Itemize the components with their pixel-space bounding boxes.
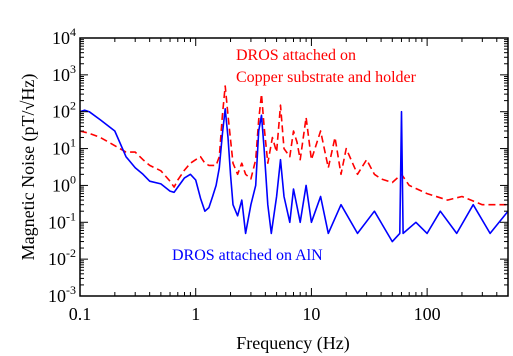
x-tick-label: 100 <box>414 304 441 324</box>
ticks-layer <box>79 38 509 297</box>
x-tick-label: 10 <box>302 304 320 324</box>
x-axis-title: Frequency (Hz) <box>236 333 349 354</box>
annotation-copper-line-1: DROS attached on <box>236 47 356 64</box>
plot-frame <box>79 37 509 297</box>
annotation-copper-line-2: Copper substrate and holder <box>236 69 417 86</box>
series-line-0 <box>80 85 508 206</box>
annotation-aln: DROS attached on AlN <box>172 247 323 264</box>
y-tick-label: 10-1 <box>48 209 76 232</box>
y-tick-label: 102 <box>52 99 76 122</box>
y-tick-label: 101 <box>52 136 76 159</box>
y-tick-label: 103 <box>52 62 76 85</box>
series-line-1 <box>80 108 508 243</box>
y-tick-label: 10-2 <box>48 246 76 269</box>
y-tick-label: 100 <box>52 172 76 195</box>
y-axis-title: Magnetic Noise (pT/√Hz) <box>18 74 39 261</box>
x-tick-label: 0.1 <box>69 304 92 324</box>
annotation-copper: DROS attached on Copper substrate and ho… <box>236 47 417 86</box>
y-tick-label: 104 <box>52 25 76 48</box>
series-layer <box>80 85 508 243</box>
labels-layer: 0.1 1 10 100 10-3 10-2 10-1 100 101 102 103 104 <box>48 25 441 324</box>
x-tick-label: 1 <box>191 304 200 324</box>
y-tick-label: 10-3 <box>48 283 76 306</box>
